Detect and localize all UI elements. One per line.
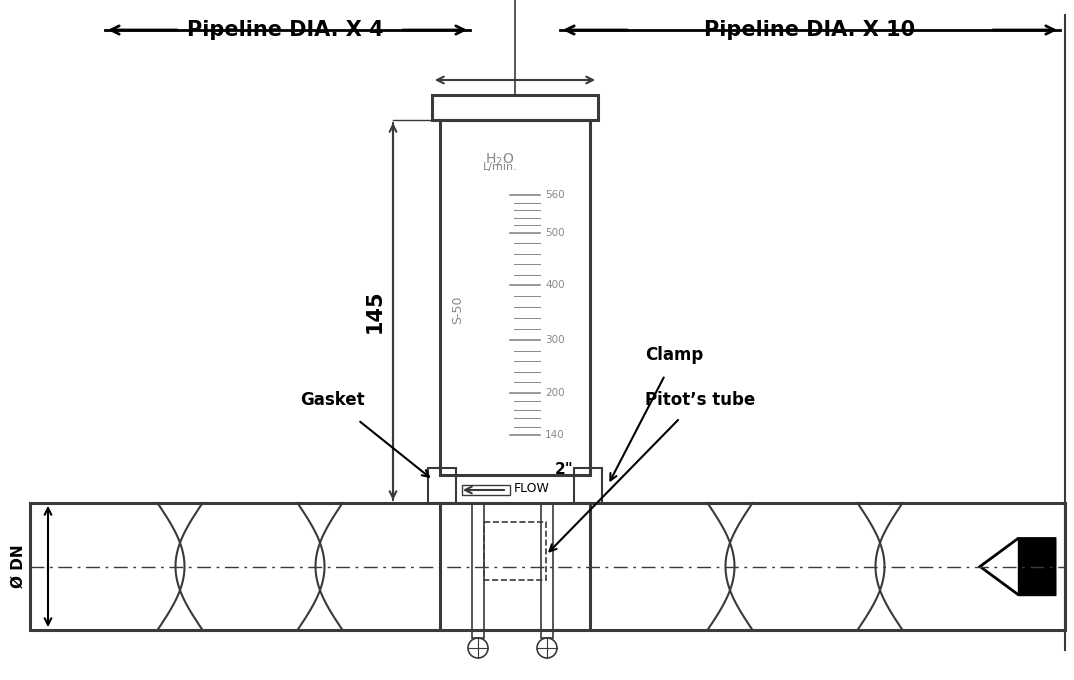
Text: Clamp: Clamp <box>645 346 703 364</box>
Text: L/min.: L/min. <box>482 162 518 172</box>
Text: 400: 400 <box>545 280 565 290</box>
Text: Pipeline DIA. X 4: Pipeline DIA. X 4 <box>187 20 383 40</box>
Text: S-50: S-50 <box>451 296 464 324</box>
Text: 140: 140 <box>545 430 565 440</box>
Text: 500: 500 <box>545 228 565 238</box>
Text: 200: 200 <box>545 388 565 398</box>
Text: Pipeline DIA. X 10: Pipeline DIA. X 10 <box>705 20 915 40</box>
Polygon shape <box>979 539 1055 594</box>
Text: Ø DN: Ø DN <box>11 545 26 588</box>
Text: FLOW: FLOW <box>514 481 550 494</box>
Text: 2": 2" <box>555 462 574 477</box>
Text: Pitot’s tube: Pitot’s tube <box>645 391 755 409</box>
Text: 300: 300 <box>545 335 565 345</box>
Text: 560: 560 <box>545 190 565 200</box>
Text: 145: 145 <box>365 290 384 333</box>
Text: Gasket: Gasket <box>300 391 365 409</box>
Text: H$_2$O: H$_2$O <box>485 152 514 169</box>
Polygon shape <box>1018 539 1055 594</box>
